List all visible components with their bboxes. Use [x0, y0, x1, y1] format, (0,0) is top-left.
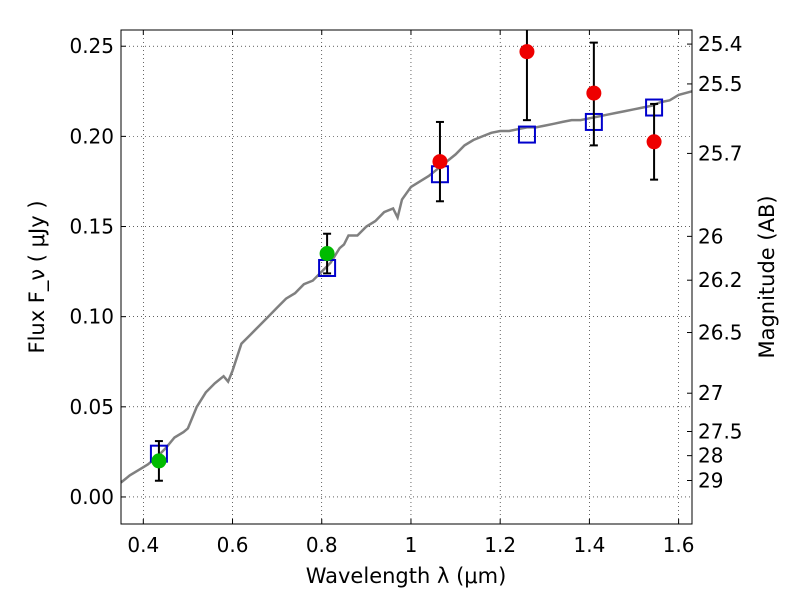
- y-tick-label: 0.25: [69, 34, 114, 58]
- y2-tick-label: 26.5: [698, 321, 743, 345]
- y-tick-label: 0.05: [69, 395, 114, 419]
- y2-tick-label: 28: [698, 444, 723, 468]
- y-tick-label: 0.20: [69, 124, 114, 148]
- y-axis-label: Flux F_ν ( μJy ): [25, 200, 50, 353]
- x-tick-label: 1.4: [573, 533, 605, 557]
- y2-tick-label: 26: [698, 224, 723, 248]
- observed-flux-point: [319, 246, 335, 262]
- y2-tick-label: 27.5: [698, 419, 743, 443]
- y2-tick-label: 29: [698, 469, 723, 493]
- model-spectrum-line: [120, 90, 693, 484]
- observed-flux-point: [151, 453, 167, 469]
- grid: [121, 30, 692, 524]
- x-tick-label: 1.2: [484, 533, 516, 557]
- observed-flux-point: [646, 134, 662, 150]
- y-tick-label: 0.00: [69, 485, 114, 509]
- x-tick-label: 0.8: [306, 533, 338, 557]
- plot-frame: [120, 29, 693, 525]
- y2-tick-label: 25.7: [698, 141, 743, 165]
- y-tick-label: 0.15: [69, 215, 114, 239]
- y2-tick-label: 25.4: [698, 32, 743, 56]
- observed-flux-point: [432, 154, 448, 170]
- x-tick-label: 0.6: [217, 533, 249, 557]
- ticks: 0.4 0.6 0.8 1 1.2 1.4 1.6 0.00 0.05 0.10 0.15 0.20 0…: [69, 30, 743, 557]
- x-axis-label: Wavelength λ (μm): [306, 564, 507, 588]
- y2-tick-label: 26.2: [698, 268, 743, 292]
- y2-axis-label: Magnitude (AB): [755, 195, 779, 358]
- y2-tick-label: 25.5: [698, 72, 743, 96]
- series-layer: [120, 30, 693, 484]
- x-tick-label: 1: [405, 533, 418, 557]
- x-tick-label: 0.4: [127, 533, 159, 557]
- observed-flux-point: [586, 85, 602, 101]
- y-tick-label: 0.10: [69, 305, 114, 329]
- x-tick-label: 1.6: [663, 533, 695, 557]
- observed-flux-point: [519, 44, 535, 60]
- y2-tick-label: 27: [698, 381, 723, 405]
- model-square-marker: [517, 125, 536, 144]
